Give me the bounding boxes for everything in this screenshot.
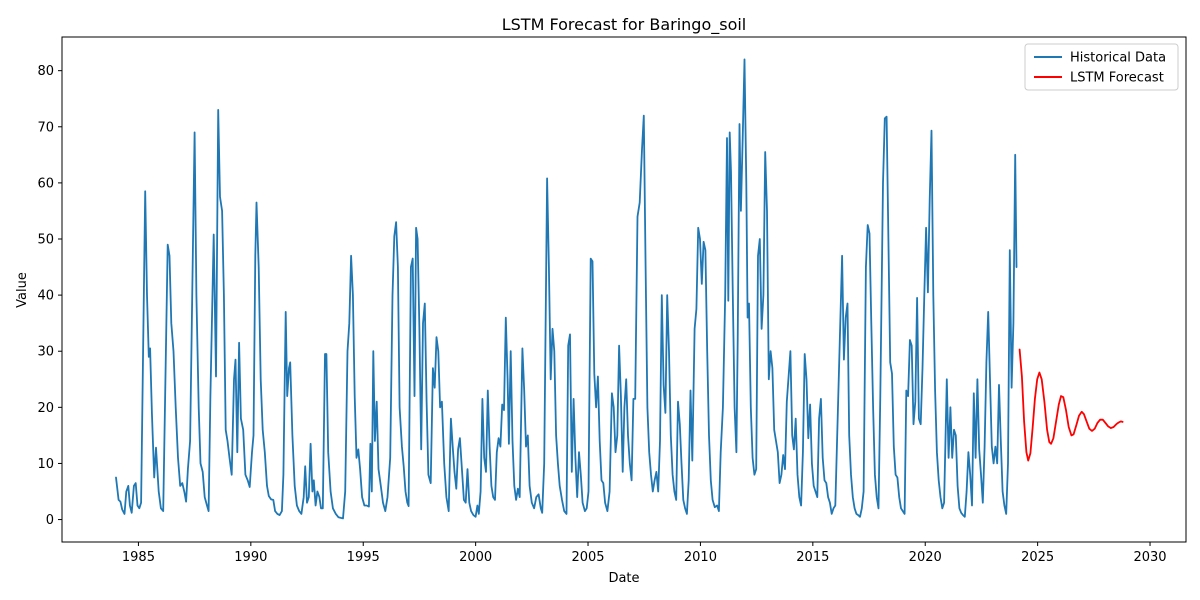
x-tick-label: 2005 (571, 550, 604, 565)
y-tick-label: 30 (37, 345, 54, 360)
x-tick-label: 2030 (1133, 550, 1166, 565)
y-tick-label: 40 (37, 289, 54, 304)
plot-area: 1985 1990 1995 2000 2005 2010 2015 2020 2025 2030… (37, 36, 1187, 565)
y-tick-label: 20 (37, 401, 54, 416)
y-tick-label: 50 (37, 233, 54, 248)
x-tick-label: 2025 (1021, 550, 1054, 565)
axes-frame (61, 36, 1187, 543)
legend: Historical Data LSTM Forecast (1024, 43, 1179, 91)
legend-box (1024, 43, 1179, 91)
x-tick-label: 1990 (234, 550, 267, 565)
y-tick-label: 60 (37, 176, 54, 191)
series-line-historical (115, 58, 1018, 520)
x-tick-label: 1995 (347, 550, 380, 565)
y-tick-label: 10 (37, 457, 54, 472)
x-axis-label: Date (608, 571, 639, 586)
x-tick-label: 1985 (122, 550, 155, 565)
chart-title: LSTM Forecast for Baringo_soil (502, 15, 747, 35)
y-tick-label: 70 (37, 120, 54, 135)
x-tick-label: 2015 (796, 550, 829, 565)
x-tick-label: 2020 (909, 550, 942, 565)
x-tick-label: 2010 (684, 550, 717, 565)
y-axis-label: Value (15, 272, 30, 308)
y-tick-label: 0 (46, 513, 54, 528)
series-line-forecast (1018, 348, 1124, 462)
legend-label-forecast: LSTM Forecast (1070, 71, 1164, 86)
y-tick-label: 80 (37, 64, 54, 79)
legend-label-historical: Historical Data (1070, 51, 1166, 66)
x-tick-label: 2000 (459, 550, 492, 565)
